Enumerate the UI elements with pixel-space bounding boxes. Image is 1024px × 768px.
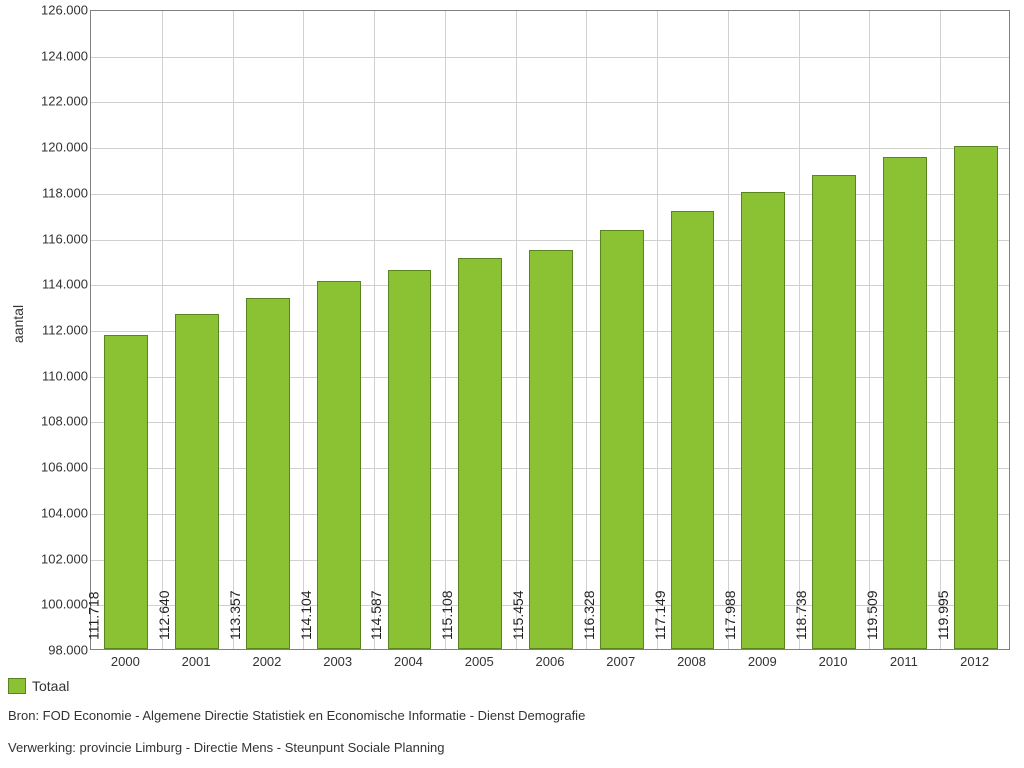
bar-value-label: 117.988: [723, 590, 739, 640]
x-tick-label: 2009: [748, 654, 777, 669]
source-line-1: Bron: FOD Economie - Algemene Directie S…: [8, 708, 585, 723]
y-tick-label: 108.000: [30, 414, 88, 429]
bar: 117.149: [671, 211, 715, 649]
bar: 115.108: [458, 258, 502, 649]
chart-container: aantal 111.718 112.640 113.357 114.104 114.5…: [0, 0, 1024, 768]
gridline-v: [374, 11, 375, 649]
y-axis-label: aantal: [8, 0, 28, 648]
x-tick-label: 2003: [323, 654, 352, 669]
y-tick-label: 122.000: [30, 94, 88, 109]
y-tick-label: 104.000: [30, 505, 88, 520]
bar-value-label: 112.640: [156, 590, 172, 640]
x-tick-label: 2010: [819, 654, 848, 669]
x-tick-label: 2000: [111, 654, 140, 669]
x-tick-label: 2006: [536, 654, 565, 669]
y-axis-label-text: aantal: [10, 305, 26, 343]
bar: 119.995: [954, 146, 998, 649]
gridline-h: [91, 240, 1009, 241]
bar: 115.454: [529, 250, 573, 649]
legend-label: Totaal: [32, 678, 69, 694]
bar-value-label: 119.509: [864, 590, 880, 640]
gridline-h: [91, 194, 1009, 195]
bar-value-label: 119.995: [935, 590, 951, 640]
bar-value-label: 116.328: [581, 590, 597, 640]
bar-value-label: 111.718: [86, 591, 102, 640]
bar-value-label: 115.108: [439, 590, 455, 640]
source-line-2: Verwerking: provincie Limburg - Directie…: [8, 740, 444, 755]
y-tick-label: 98.000: [30, 643, 88, 658]
x-tick-label: 2008: [677, 654, 706, 669]
gridline-v: [657, 11, 658, 649]
bar: 114.587: [388, 270, 432, 649]
x-tick-label: 2007: [606, 654, 635, 669]
bar-value-label: 114.104: [298, 590, 314, 640]
y-tick-label: 120.000: [30, 140, 88, 155]
gridline-h: [91, 102, 1009, 103]
gridline-v: [799, 11, 800, 649]
y-tick-label: 100.000: [30, 597, 88, 612]
y-tick-label: 116.000: [30, 231, 88, 246]
bar: 111.718: [104, 335, 148, 649]
x-tick-label: 2005: [465, 654, 494, 669]
bar: 112.640: [175, 314, 219, 649]
legend: Totaal: [8, 678, 69, 694]
gridline-v: [728, 11, 729, 649]
x-tick-label: 2002: [252, 654, 281, 669]
gridline-v: [586, 11, 587, 649]
bar: 113.357: [246, 298, 290, 649]
y-tick-label: 126.000: [30, 3, 88, 18]
y-tick-label: 110.000: [30, 368, 88, 383]
x-tick-label: 2012: [960, 654, 989, 669]
gridline-v: [940, 11, 941, 649]
gridline-v: [445, 11, 446, 649]
bar-value-label: 118.738: [793, 590, 809, 640]
gridline-h: [91, 57, 1009, 58]
bar-value-label: 114.587: [369, 590, 385, 640]
bar: 116.328: [600, 230, 644, 649]
x-tick-label: 2004: [394, 654, 423, 669]
gridline-v: [516, 11, 517, 649]
bar: 114.104: [317, 281, 361, 649]
bar-value-label: 115.454: [510, 590, 526, 640]
y-tick-label: 118.000: [30, 185, 88, 200]
bar: 117.988: [741, 192, 785, 649]
y-tick-label: 114.000: [30, 277, 88, 292]
gridline-v: [162, 11, 163, 649]
bar: 118.738: [812, 175, 856, 649]
gridline-v: [303, 11, 304, 649]
gridline-v: [869, 11, 870, 649]
x-tick-label: 2001: [182, 654, 211, 669]
y-tick-label: 102.000: [30, 551, 88, 566]
x-tick-label: 2011: [890, 654, 918, 669]
bar-value-label: 117.149: [652, 590, 668, 640]
gridline-h: [91, 148, 1009, 149]
bar-value-label: 113.357: [227, 590, 243, 640]
legend-swatch: [8, 678, 26, 694]
gridline-v: [233, 11, 234, 649]
plot-area: 111.718 112.640 113.357 114.104 114.587 115.1…: [90, 10, 1010, 650]
y-tick-label: 112.000: [30, 323, 88, 338]
y-tick-label: 124.000: [30, 48, 88, 63]
y-tick-label: 106.000: [30, 460, 88, 475]
bar: 119.509: [883, 157, 927, 649]
